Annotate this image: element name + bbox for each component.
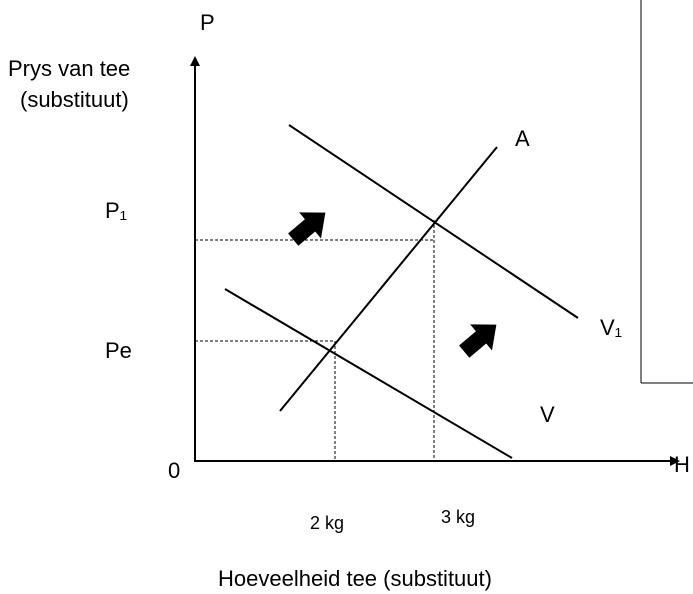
price-label: Pe xyxy=(105,338,132,363)
price-label: P₁ xyxy=(105,198,127,223)
demand-curve-new xyxy=(288,124,579,319)
demand-curve xyxy=(224,288,513,459)
y-axis-label: Prys van tee xyxy=(8,56,130,81)
curve-label: V₁ xyxy=(600,315,622,340)
y-axis-letter: P xyxy=(200,10,215,35)
curve-label: V xyxy=(540,402,555,427)
shift-arrow xyxy=(288,212,326,246)
x-axis-letter: H xyxy=(674,452,690,477)
x-axis-title: Hoeveelheid tee (substituut) xyxy=(218,566,492,591)
curve-label: A xyxy=(515,126,530,151)
y-axis-label: (substituut) xyxy=(20,87,129,112)
origin-label: 0 xyxy=(168,458,180,483)
supply-curve xyxy=(279,146,498,412)
quantity-label: 2 kg xyxy=(310,513,344,533)
quantity-label: 3 kg xyxy=(441,507,475,527)
shift-arrow xyxy=(459,324,497,358)
